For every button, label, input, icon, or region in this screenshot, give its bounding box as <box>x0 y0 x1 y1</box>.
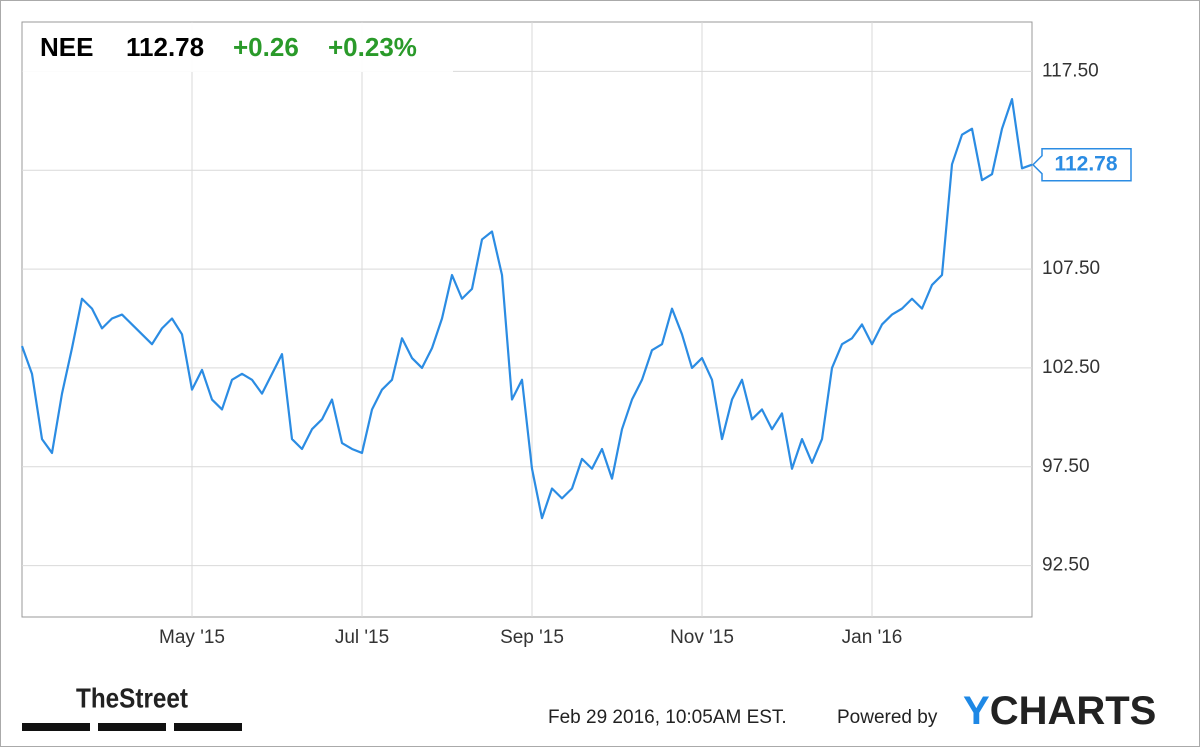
ticker: NEE <box>40 32 93 62</box>
brand: TheStreet <box>76 682 188 713</box>
brand-bar <box>174 723 242 731</box>
change-pct: +0.23% <box>328 32 417 62</box>
header-box <box>23 23 453 72</box>
powered-by: Powered by <box>837 707 938 728</box>
logo-y: Y <box>963 689 990 733</box>
plot-area <box>21 21 1033 618</box>
logo: YCHARTS <box>963 689 1156 733</box>
y-tick-label: 97.50 <box>1042 456 1090 477</box>
y-tick-label: 102.50 <box>1042 357 1100 378</box>
y-tick-label: 107.50 <box>1042 258 1100 279</box>
y-tick-label: 92.50 <box>1042 555 1090 576</box>
x-tick-label: Nov '15 <box>670 627 734 648</box>
x-tick-label: Sep '15 <box>500 627 564 648</box>
price-line <box>20 97 1033 520</box>
brand-bar <box>22 723 90 731</box>
last-value-label: 112.78 <box>1054 152 1117 175</box>
last-value-callout <box>1031 147 1132 182</box>
change: +0.26 <box>233 32 299 62</box>
price: 112.78 <box>126 32 204 62</box>
x-tick-label: May '15 <box>159 627 225 648</box>
logo-rest: CHARTS <box>990 689 1157 733</box>
brand-bar <box>98 723 166 731</box>
y-tick-label: 117.50 <box>1042 60 1099 81</box>
x-tick-label: Jan '16 <box>842 627 903 648</box>
series-layer <box>20 97 1033 520</box>
timestamp: Feb 29 2016, 10:05AM EST. <box>548 707 787 728</box>
x-tick-label: Jul '15 <box>335 627 389 648</box>
